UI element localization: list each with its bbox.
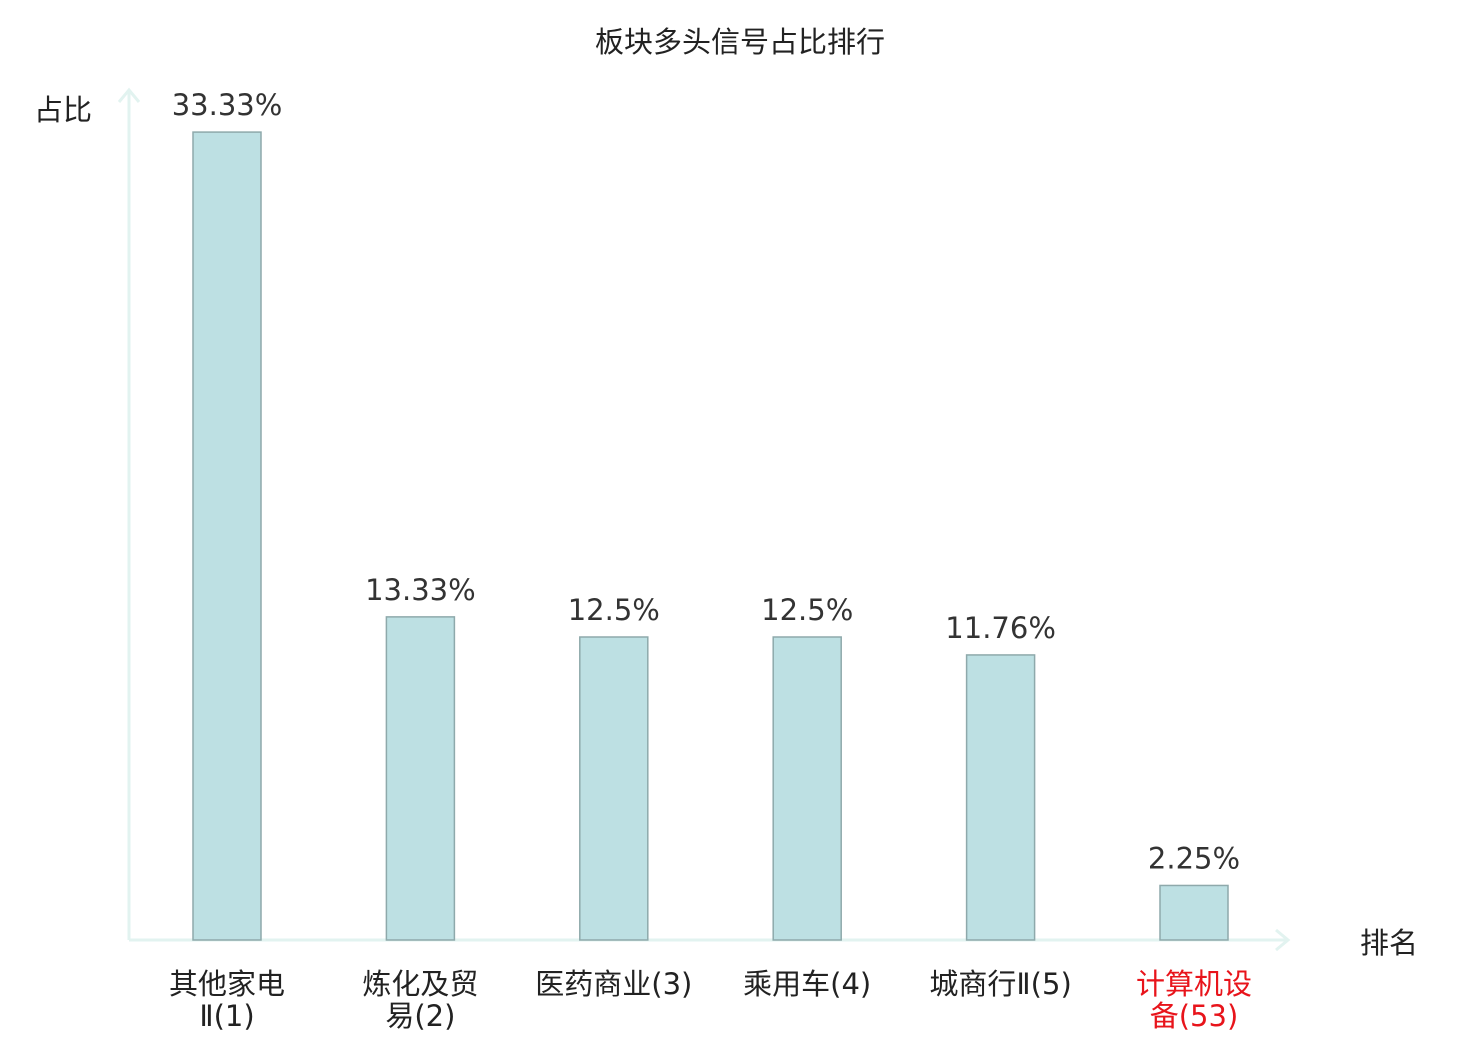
bar — [192, 131, 262, 941]
category-label: 炼化及贸 — [362, 967, 478, 1001]
bar — [385, 616, 456, 941]
x-axis-arrow — [1275, 928, 1291, 952]
category-label: 计算机设 — [1136, 967, 1252, 1001]
value-label: 2.25% — [1148, 841, 1240, 875]
value-label: 12.5% — [761, 593, 853, 627]
category-label: 城商行Ⅱ(5) — [929, 967, 1071, 1001]
category-label: 医药商业(3) — [535, 967, 692, 1001]
bar — [1159, 884, 1229, 941]
y-axis-arrow — [117, 87, 141, 103]
category-label-line2: 易(2) — [385, 999, 455, 1033]
axes — [117, 87, 1291, 952]
category-label-line2: 备(53) — [1150, 999, 1239, 1033]
chart-title: 板块多头信号占比排行 — [595, 25, 885, 59]
bar — [772, 636, 842, 941]
x-axis-label: 排名 — [1360, 926, 1418, 960]
category-label: 乘用车(4) — [743, 967, 871, 1001]
category-label: 其他家电 — [169, 967, 285, 1001]
bar — [965, 654, 1036, 941]
y-axis-label: 占比 — [34, 93, 92, 127]
value-label: 33.33% — [172, 88, 283, 122]
category-label-line2: Ⅱ(1) — [199, 999, 254, 1033]
value-label: 11.76% — [945, 611, 1056, 645]
value-label: 13.33% — [365, 573, 476, 607]
bar — [579, 636, 649, 941]
value-label: 12.5% — [568, 593, 660, 627]
